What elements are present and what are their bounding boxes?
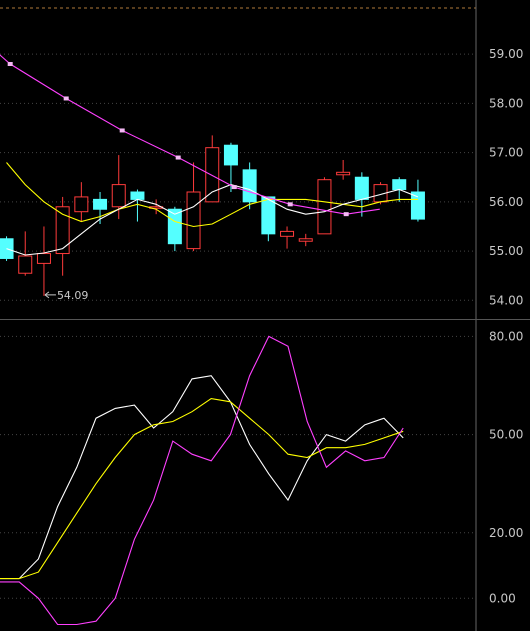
candle-body bbox=[111, 184, 126, 208]
ma-short-line bbox=[6, 184, 419, 256]
y-tick-label: 80.00 bbox=[489, 329, 523, 343]
ma-trend-marker bbox=[175, 155, 181, 160]
oscillator-d-line bbox=[0, 398, 404, 580]
oscillator-panel: 0.00 20.00 50.00 80.00 bbox=[0, 320, 523, 631]
candle bbox=[223, 142, 238, 192]
candle-body bbox=[167, 208, 182, 245]
candle-body bbox=[36, 253, 51, 264]
candle bbox=[298, 233, 313, 247]
y-tick-label: 59.00 bbox=[489, 47, 523, 61]
ma-trend-marker bbox=[119, 128, 125, 133]
y-tick-label: 20.00 bbox=[489, 526, 523, 540]
ma-trend-marker bbox=[231, 185, 237, 190]
y-tick-label: 50.00 bbox=[489, 428, 523, 442]
candle-body bbox=[280, 230, 295, 237]
candle-body bbox=[186, 191, 201, 250]
candle-body bbox=[317, 179, 332, 235]
candle-body bbox=[205, 147, 220, 203]
ma-trend-marker bbox=[287, 202, 293, 207]
oscillator-k-line bbox=[0, 375, 404, 580]
y-tick-label: 54.00 bbox=[489, 293, 523, 307]
candle bbox=[205, 135, 220, 203]
candle-body bbox=[336, 171, 351, 176]
ma-trend-marker bbox=[343, 212, 349, 217]
low-annotation-label: 54.09 bbox=[57, 289, 89, 302]
candle bbox=[354, 172, 369, 217]
candle-body bbox=[392, 179, 407, 191]
candle-body bbox=[261, 196, 276, 235]
candle bbox=[280, 226, 295, 249]
y-tick-label: 57.00 bbox=[489, 146, 523, 160]
candle-body bbox=[242, 169, 257, 203]
candle bbox=[18, 231, 33, 276]
y-tick-label: 56.00 bbox=[489, 195, 523, 209]
candle bbox=[186, 162, 201, 252]
candle-body bbox=[18, 255, 33, 274]
candle-body bbox=[223, 144, 238, 166]
candle-body bbox=[55, 206, 70, 255]
candle-body bbox=[130, 191, 145, 200]
candle-body bbox=[298, 238, 313, 242]
y-tick-label: 58.00 bbox=[489, 96, 523, 110]
candle-body bbox=[93, 198, 108, 210]
candle bbox=[317, 177, 332, 235]
ma-trend-marker bbox=[7, 62, 13, 66]
ma-long-line bbox=[6, 162, 418, 228]
price-panel: 54.00 55.00 56.00 57.00 58.00 59.00 54.09 bbox=[0, 0, 530, 320]
candle bbox=[111, 155, 126, 220]
ma-trend-marker bbox=[63, 96, 69, 101]
candle-body bbox=[74, 196, 89, 213]
candle-body bbox=[354, 176, 369, 200]
low-annotation-arrow bbox=[44, 291, 50, 299]
candle bbox=[36, 226, 51, 296]
oscillator-j-line bbox=[0, 335, 404, 626]
candle bbox=[74, 182, 89, 222]
y-tick-label: 0.00 bbox=[489, 591, 516, 605]
y-tick-label: 55.00 bbox=[489, 244, 523, 258]
candle-body bbox=[410, 191, 425, 220]
candle bbox=[167, 206, 182, 252]
candle bbox=[410, 179, 425, 222]
candle bbox=[55, 196, 70, 276]
candle bbox=[336, 160, 351, 180]
candle bbox=[242, 162, 257, 210]
candle bbox=[261, 196, 276, 242]
